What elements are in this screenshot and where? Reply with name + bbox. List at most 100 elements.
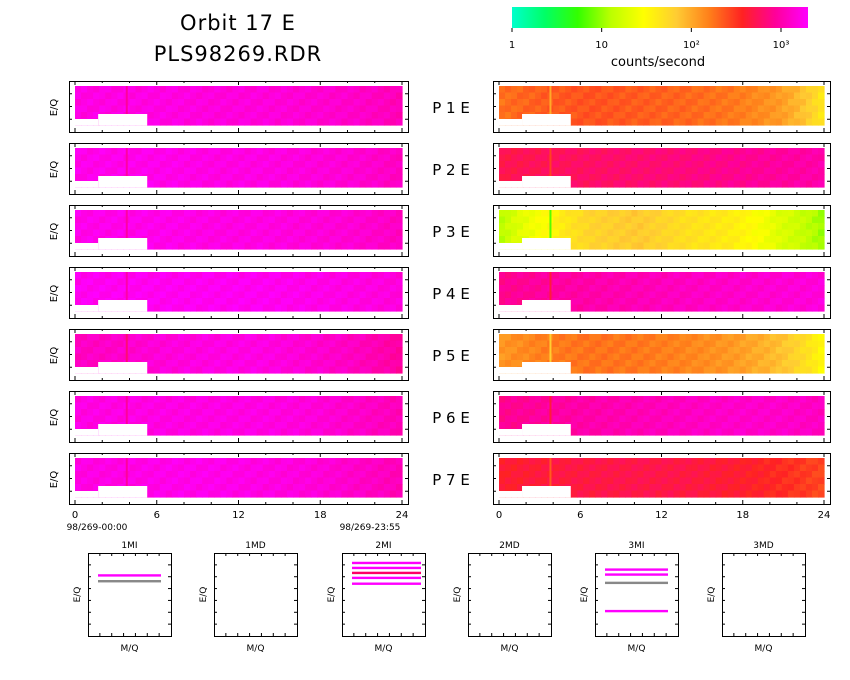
heat-cell	[256, 477, 264, 485]
heat-cell	[535, 291, 542, 299]
heat-cell	[541, 409, 548, 417]
heat-cell	[523, 402, 530, 410]
heat-cell	[607, 396, 614, 404]
heat-cell	[649, 99, 657, 107]
heat-cell	[559, 167, 566, 175]
heat-cell	[141, 105, 149, 113]
heat-cell	[625, 458, 633, 466]
heat-cell	[153, 229, 161, 237]
heat-cell	[335, 216, 343, 224]
heat-cell	[147, 422, 155, 430]
heat-cell	[799, 148, 807, 156]
heat-cell	[202, 229, 209, 237]
heat-cell	[733, 334, 741, 342]
heat-cell	[202, 396, 209, 404]
heat-cell	[226, 298, 234, 306]
heat-cell	[202, 216, 209, 224]
heat-cell	[607, 353, 614, 361]
heat-cell	[703, 154, 711, 162]
heat-cell	[214, 99, 221, 107]
heat-cell	[721, 161, 729, 169]
heat-cell	[341, 278, 349, 286]
heat-cell	[517, 229, 524, 237]
heat-cell	[769, 174, 777, 182]
heat-cell	[262, 353, 270, 361]
heat-cell	[517, 347, 524, 355]
heat-cell	[389, 86, 397, 94]
heat-cell	[87, 174, 94, 182]
spike-line	[549, 86, 552, 125]
heat-cell	[274, 167, 282, 175]
heat-cell	[499, 210, 506, 218]
heat-cell	[589, 167, 596, 175]
heat-cell	[184, 484, 191, 492]
heat-cell	[763, 112, 771, 120]
heat-cell	[613, 216, 620, 224]
heat-cell	[787, 415, 795, 423]
heat-cell	[268, 118, 276, 126]
heat-cell	[335, 112, 343, 120]
heat-cell	[153, 298, 161, 306]
heat-cell	[93, 174, 100, 182]
heat-cell	[389, 340, 397, 348]
heat-cell	[781, 272, 789, 280]
heat-cell	[141, 285, 149, 293]
heat-cell	[763, 291, 771, 299]
heat-cell	[691, 154, 699, 162]
heat-cell	[177, 304, 185, 312]
heat-cell	[631, 92, 639, 100]
heat-cell	[274, 229, 282, 237]
heat-cell	[299, 174, 306, 182]
heat-cell	[733, 298, 741, 306]
heat-cell	[214, 278, 221, 286]
heat-cell	[535, 161, 542, 169]
heat-cell	[141, 409, 149, 417]
heat-cell	[559, 347, 566, 355]
heat-cell	[781, 298, 789, 306]
right-spectrogram-panel-4	[493, 267, 831, 319]
heat-cell	[177, 484, 185, 492]
heat-cell	[208, 360, 215, 368]
heat-cell	[781, 340, 789, 348]
heat-cell	[763, 278, 771, 286]
heat-cell	[775, 210, 783, 218]
heat-cell	[268, 396, 276, 404]
heat-cell	[383, 148, 391, 156]
heat-cell	[511, 105, 518, 113]
heat-cell	[595, 484, 602, 492]
heat-cell	[165, 229, 173, 237]
heat-cell	[177, 409, 185, 417]
heat-cell	[769, 422, 777, 430]
heat-cell	[601, 484, 608, 492]
heat-cell	[341, 167, 349, 175]
heat-cell	[171, 118, 179, 126]
spike-line	[125, 458, 128, 497]
heat-cell	[673, 99, 681, 107]
heat-cell	[184, 223, 191, 231]
left-spectrogram-panel-2: E/Q	[49, 143, 409, 195]
heat-cell	[787, 353, 795, 361]
heat-cell	[619, 402, 626, 410]
heat-cell	[359, 304, 367, 312]
heat-cell	[595, 180, 602, 188]
heat-cell	[643, 167, 651, 175]
heat-cell	[226, 304, 234, 312]
heat-cell	[565, 154, 572, 162]
heat-cell	[359, 360, 367, 368]
heat-cell	[383, 99, 391, 107]
heat-cell	[256, 92, 264, 100]
heat-cell	[177, 347, 185, 355]
heat-cell	[541, 229, 548, 237]
heat-cell	[105, 216, 112, 224]
heat-cell	[589, 99, 596, 107]
heat-cell	[262, 340, 270, 348]
heat-cell	[805, 229, 813, 237]
heat-cell	[499, 396, 506, 404]
heat-cell	[697, 396, 705, 404]
heat-cell	[535, 272, 542, 280]
heat-cell	[202, 347, 209, 355]
heat-cell	[329, 86, 336, 94]
heat-cell	[781, 396, 789, 404]
heat-cell	[317, 278, 324, 286]
heat-cell	[389, 298, 397, 306]
